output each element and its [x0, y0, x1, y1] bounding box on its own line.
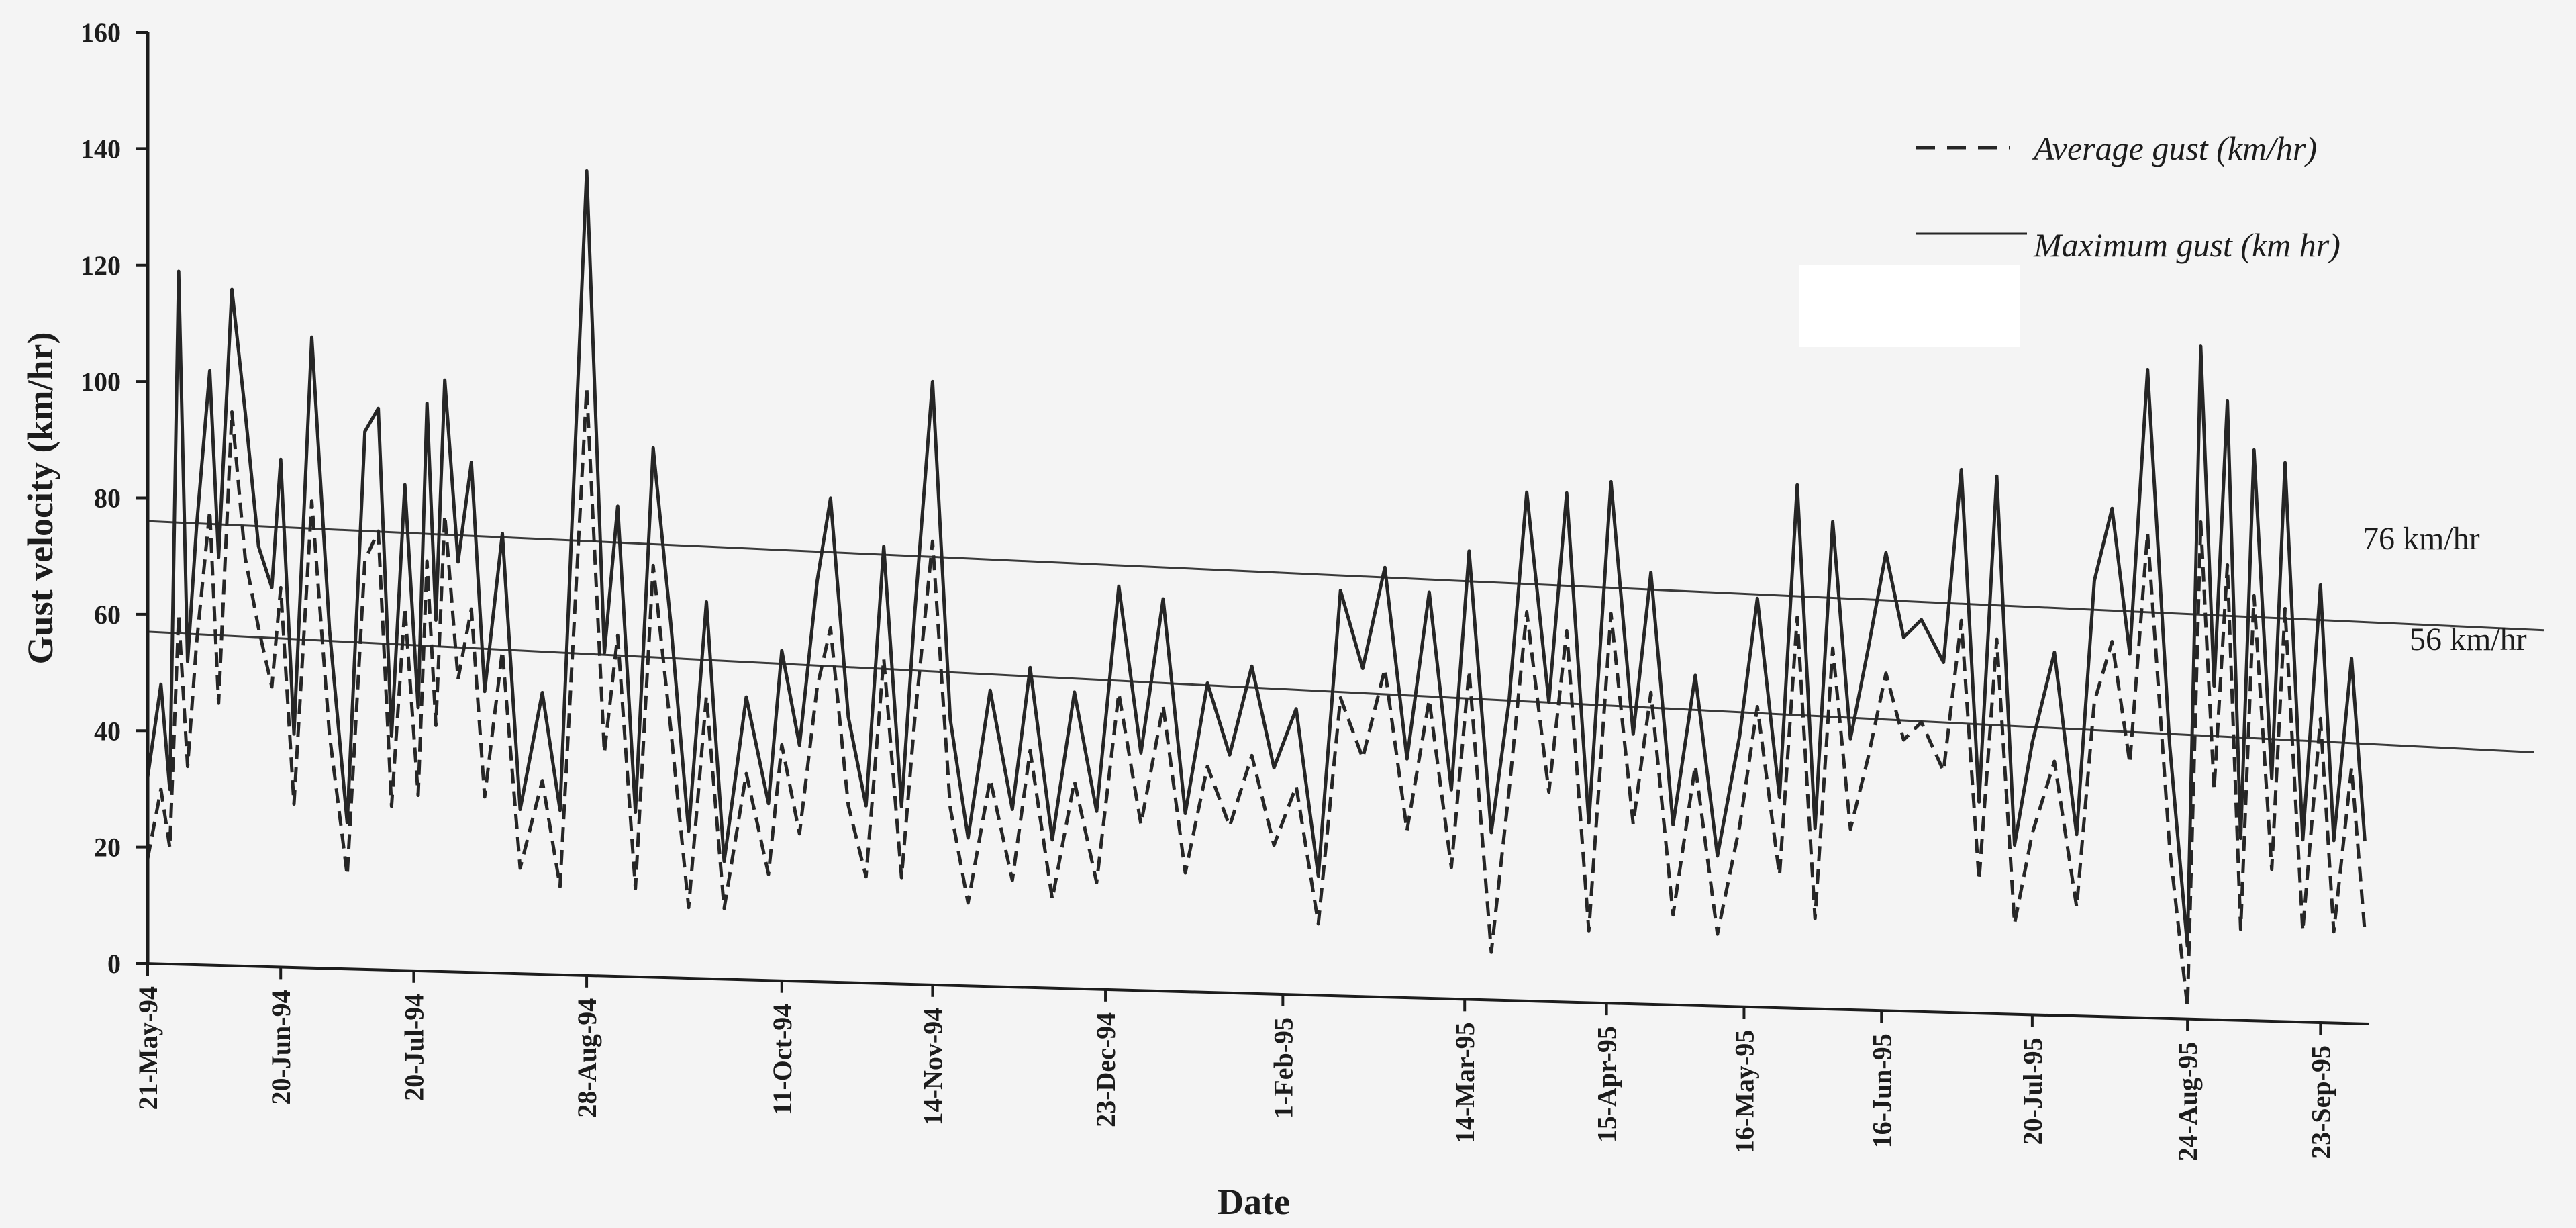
y-axis-title: Gust velocity (km/hr): [20, 332, 60, 665]
x-tick-label: 14-Nov-94: [918, 1008, 948, 1126]
series-layer: [146, 169, 2367, 1009]
y-tick-label: 80: [94, 483, 121, 514]
x-tick-label: 16-May-95: [1729, 1030, 1759, 1153]
x-ticks: 21-May-94 20-Jun-94 20-Jul-94 28-Aug-94 11-O…: [133, 963, 2336, 1161]
y-tick-label: 20: [94, 833, 121, 863]
reference-line-1: [147, 630, 2534, 754]
x-tick-label: 21-May-94: [133, 986, 163, 1110]
legend-average-label: Average gust (km/hr): [2032, 130, 2317, 167]
x-tick-label: 23-Sep-95: [2306, 1045, 2336, 1159]
x-tick-label: 24-Aug-95: [2173, 1042, 2203, 1162]
x-tick-label: 20-Jul-94: [399, 994, 429, 1101]
x-tick-label: 23-Dec-94: [1091, 1012, 1121, 1127]
y-tick-label: 40: [94, 716, 121, 746]
x-tick-label: 16-Jun-95: [1867, 1033, 1897, 1148]
y-tick-label: 120: [81, 250, 121, 281]
y-ticks: 0 20 40 60 80 100 120 140 160: [81, 17, 148, 979]
x-tick-label: 15-Apr-95: [1592, 1026, 1622, 1143]
x-tick-label: 14-Mar-95: [1450, 1022, 1480, 1143]
ref-label-76: 76 km/hr: [2363, 521, 2480, 557]
y-tick-label: 140: [81, 134, 121, 164]
y-tick-label: 60: [94, 600, 121, 630]
legend-maximum-label: Maximum gust (km hr): [2033, 226, 2340, 264]
x-axis: [144, 962, 2370, 1025]
x-tick-label: 1-Feb-95: [1268, 1017, 1298, 1119]
x-tick-label: 28-Aug-94: [572, 998, 602, 1118]
ref-label-56: 56 km/hr: [2410, 622, 2527, 657]
series-maximum-gust-line: [146, 169, 2367, 948]
y-tick-label: 160: [81, 17, 121, 48]
y-tick-label: 100: [81, 367, 121, 397]
x-tick-label: 11-Oct-94: [767, 1004, 797, 1116]
reference-line-0: [147, 520, 2544, 632]
x-axis-title: Date: [1218, 1182, 1290, 1222]
reference-lines: [147, 520, 2544, 754]
series-average-gust-line: [146, 386, 2367, 1009]
white-patch: [1799, 265, 2020, 347]
legend: Average gust (km/hr) Maximum gust (km hr…: [1916, 130, 2340, 264]
x-tick-label: 20-Jul-95: [2018, 1037, 2048, 1145]
y-tick-label: 0: [107, 949, 121, 979]
x-tick-label: 20-Jun-94: [266, 990, 296, 1104]
